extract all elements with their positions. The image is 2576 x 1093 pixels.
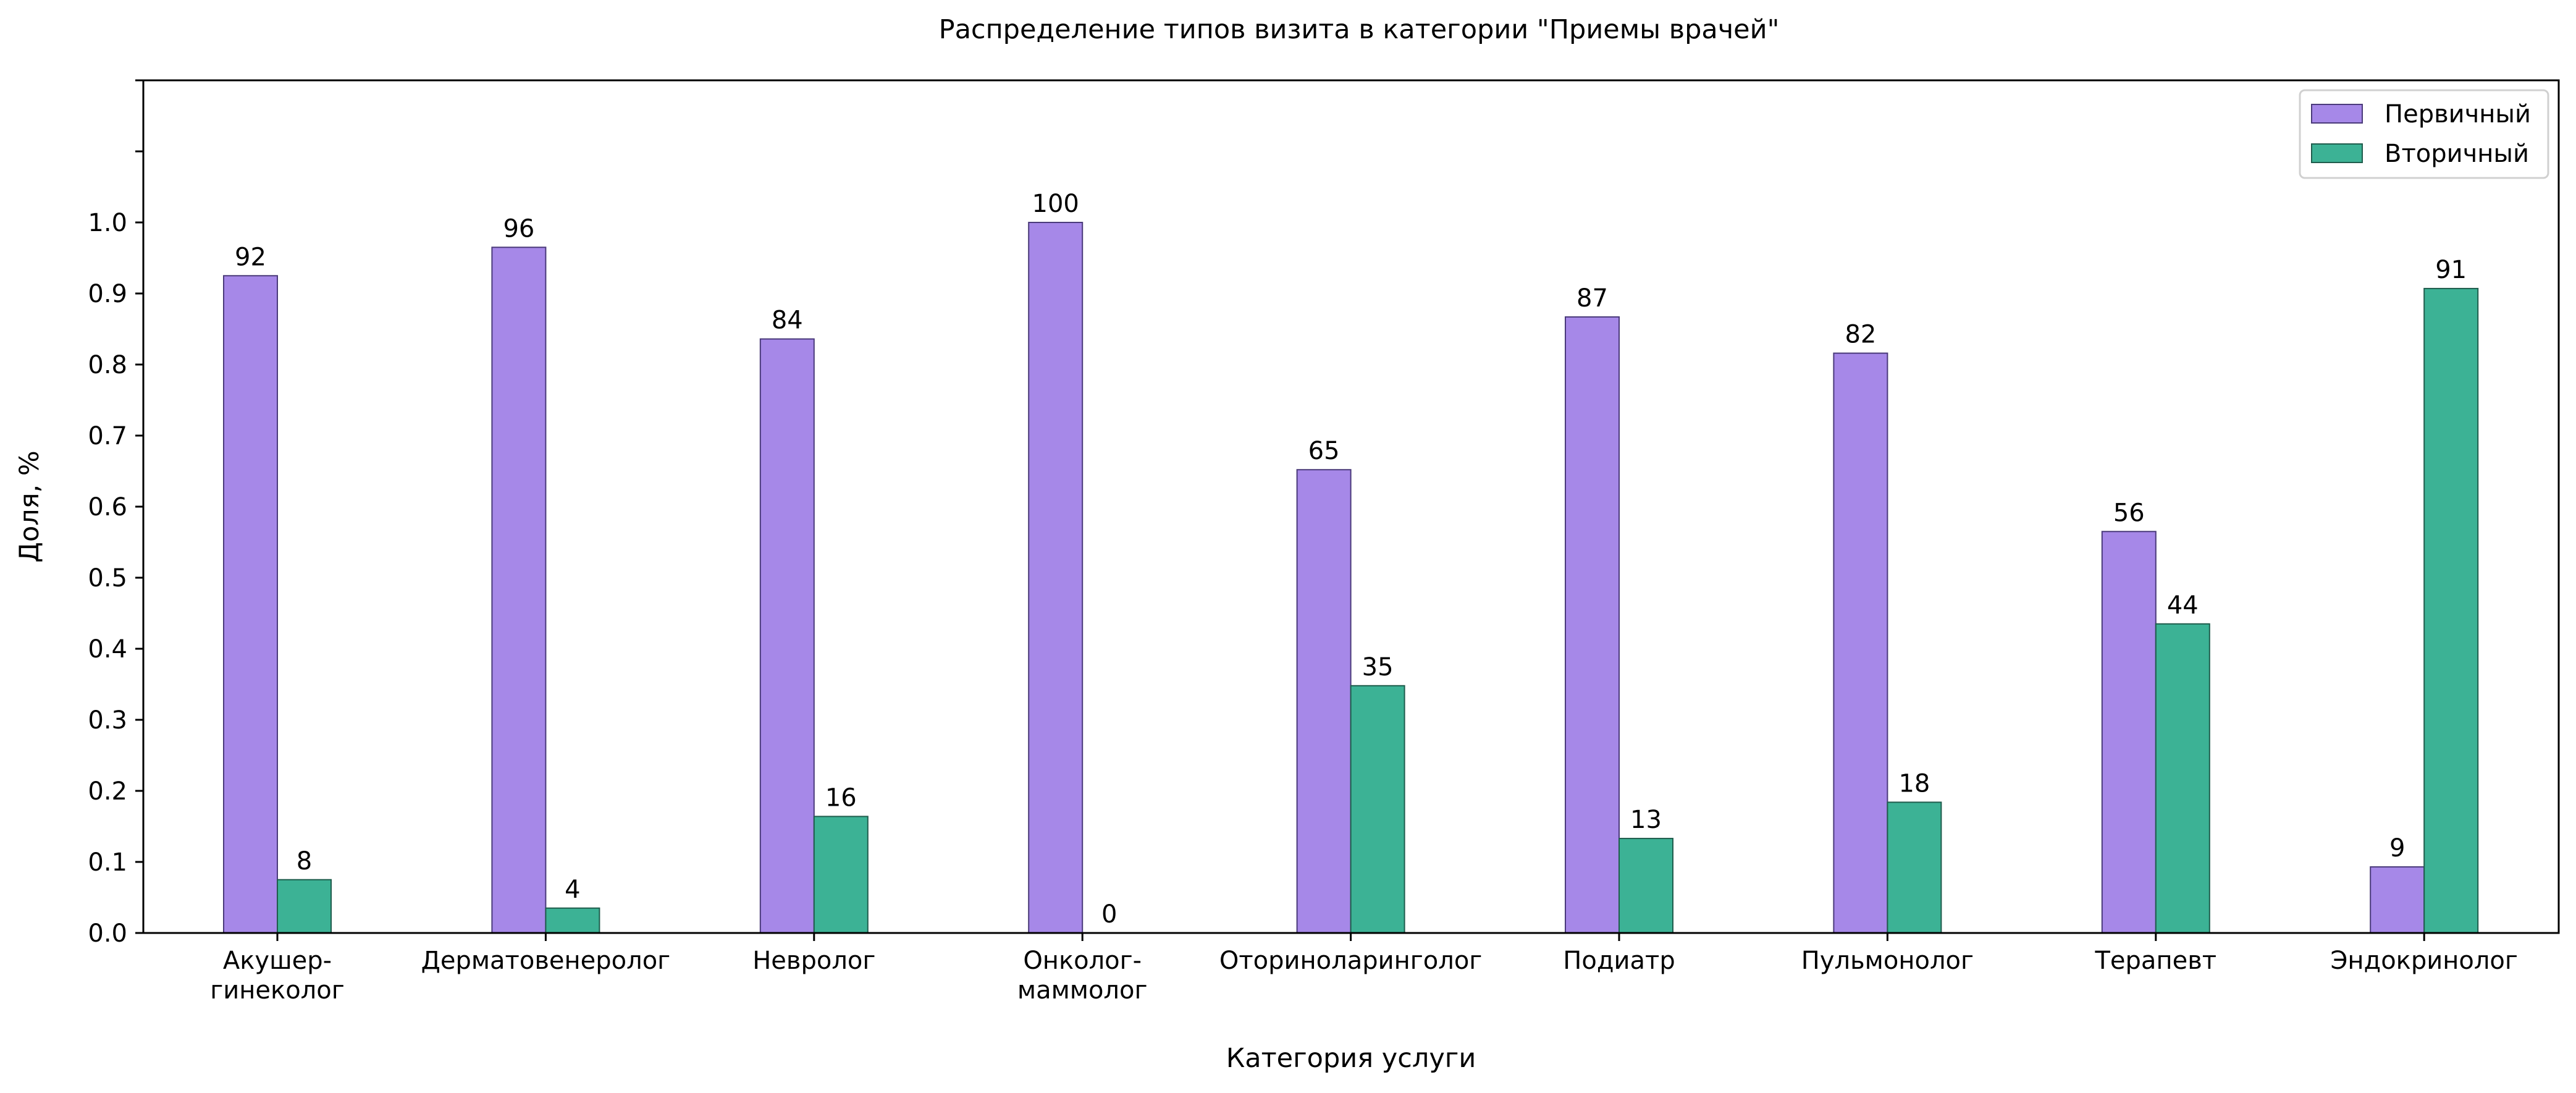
bar-secondary bbox=[1618, 838, 1673, 934]
x-tick-label-line: Оториноларинголог bbox=[1219, 947, 1482, 975]
y-tick-label: 0.7 bbox=[88, 422, 127, 450]
value-label-primary: 9 bbox=[2389, 834, 2405, 863]
x-tick-label-line: Эндокринолог bbox=[2330, 947, 2517, 975]
x-tick-label: Терапевт bbox=[2095, 947, 2217, 975]
legend-swatch-primary bbox=[2311, 104, 2363, 124]
y-tick-label: 0.3 bbox=[88, 706, 127, 735]
x-axis-label: Категория услуги bbox=[1226, 1043, 1476, 1074]
value-label-primary: 56 bbox=[2113, 499, 2145, 527]
bar-primary bbox=[223, 275, 278, 934]
value-label-primary: 92 bbox=[235, 243, 266, 271]
y-tick-label: 0.8 bbox=[88, 351, 127, 379]
x-tick-label-line: Терапевт bbox=[2095, 947, 2217, 975]
legend-label-secondary: Вторичный bbox=[2384, 140, 2529, 168]
x-tick-label-line: Пульмонолог bbox=[1801, 947, 1974, 975]
y-axis-label: Доля, % bbox=[14, 450, 45, 562]
x-tick-label: Оториноларинголог bbox=[1219, 947, 1482, 975]
value-label-secondary: 4 bbox=[565, 876, 580, 904]
bar-secondary bbox=[1887, 801, 1942, 934]
value-label-secondary: 8 bbox=[297, 847, 312, 876]
y-tick-label: 0.5 bbox=[88, 564, 127, 593]
bar-primary bbox=[2101, 531, 2157, 934]
bar-primary bbox=[2370, 866, 2425, 934]
y-tick-label: 0.1 bbox=[88, 848, 127, 877]
bar-secondary bbox=[545, 907, 600, 934]
value-label-primary: 82 bbox=[1845, 321, 1876, 349]
bar-primary bbox=[1833, 352, 1888, 934]
bar-primary bbox=[1296, 469, 1352, 934]
y-tick-label: 0.4 bbox=[88, 635, 127, 664]
bar-primary bbox=[1028, 222, 1084, 934]
x-tick-label-line: Онколог- bbox=[1023, 947, 1142, 975]
bars-group bbox=[223, 222, 2479, 934]
value-label-primary: 65 bbox=[1308, 437, 1340, 465]
x-tick-label-line: маммолог bbox=[1017, 976, 1148, 1005]
value-label-secondary: 35 bbox=[1362, 653, 1394, 682]
value-label-secondary: 16 bbox=[825, 783, 857, 812]
y-tick-label: 0.2 bbox=[88, 777, 127, 806]
legend: Первичный Вторичный bbox=[2299, 89, 2549, 179]
x-tick-label-line: Дерматовенеролог bbox=[421, 947, 671, 975]
x-tick-label-line: Подиатр bbox=[1563, 947, 1675, 975]
bar-secondary bbox=[2155, 623, 2210, 934]
bar-secondary bbox=[2423, 287, 2479, 934]
value-label-secondary: 0 bbox=[1101, 900, 1117, 929]
bar-secondary bbox=[277, 879, 332, 934]
bar-primary bbox=[759, 338, 815, 934]
chart-title: Распределение типов визита в категории "… bbox=[939, 14, 1780, 45]
value-label-secondary: 44 bbox=[2167, 591, 2199, 620]
x-tick-label: Эндокринолог bbox=[2330, 947, 2517, 975]
axis-ticks: 0.0 0.1 0.2 0.3 0.4 0.5 0.6 0.7 0.8 0.9 1.0 Акушер-… bbox=[88, 79, 2518, 1005]
y-tick-label: 1.0 bbox=[88, 209, 127, 237]
value-label-secondary: 13 bbox=[1630, 806, 1662, 834]
x-tick-label-line: Акушер- bbox=[223, 947, 332, 975]
plot-frame bbox=[142, 79, 2560, 934]
bar-primary bbox=[491, 247, 547, 934]
value-label-primary: 87 bbox=[1576, 284, 1608, 313]
x-tick-label: Акушер-гинеколог bbox=[210, 947, 344, 1005]
legend-label-primary: Первичный bbox=[2384, 100, 2531, 129]
y-tick-label: 0.6 bbox=[88, 493, 127, 521]
value-label-secondary: 91 bbox=[2435, 256, 2467, 284]
legend-swatch-secondary bbox=[2311, 143, 2363, 163]
x-tick-label: Пульмонолог bbox=[1801, 947, 1974, 975]
value-label-primary: 100 bbox=[1032, 190, 1079, 218]
bar-secondary bbox=[1350, 685, 1405, 934]
x-tick-label: Онколог-маммолог bbox=[1017, 947, 1148, 1005]
x-tick-label: Дерматовенеролог bbox=[421, 947, 671, 975]
x-tick-label-line: гинеколог bbox=[210, 976, 344, 1005]
y-tick-label: 0.9 bbox=[88, 280, 127, 308]
value-label-primary: 84 bbox=[772, 306, 803, 335]
x-tick-label: Подиатр bbox=[1563, 947, 1675, 975]
y-tick-label: 0.0 bbox=[88, 919, 127, 948]
x-tick-label-line: Невролог bbox=[752, 947, 875, 975]
bar-secondary bbox=[813, 816, 869, 934]
value-label-secondary: 18 bbox=[1898, 769, 1930, 798]
bar-primary bbox=[1565, 316, 1620, 934]
value-label-primary: 96 bbox=[503, 214, 534, 243]
x-tick-label: Невролог bbox=[752, 947, 875, 975]
